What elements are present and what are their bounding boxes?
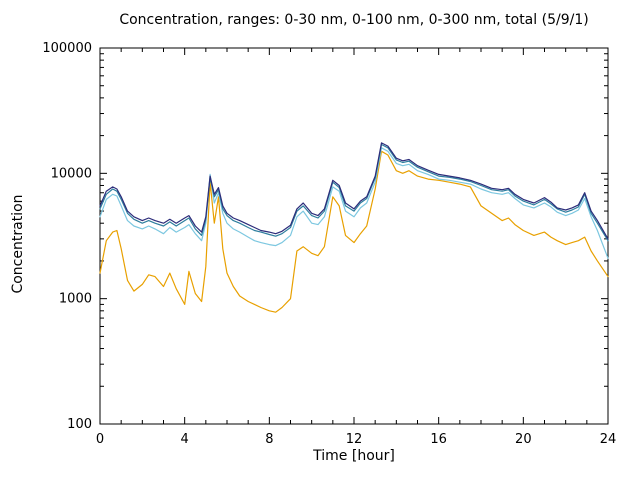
x-axis-label: Time [hour] — [313, 448, 395, 464]
x-tick-label: 12 — [346, 432, 363, 447]
plot-border — [99, 47, 609, 425]
x-tick-label: 16 — [430, 432, 447, 447]
x-tick-label: 4 — [181, 432, 189, 447]
x-tick-label: 20 — [515, 432, 532, 447]
x-tick-label: 8 — [265, 432, 273, 447]
series-line-0-100nm — [99, 147, 609, 259]
y-tick-label: 10000 — [51, 166, 92, 181]
x-tick-label: 24 — [600, 432, 617, 447]
chart-title: Concentration, ranges: 0-30 nm, 0-100 nm… — [119, 12, 589, 28]
series-line-total — [99, 142, 609, 240]
series-line-0-30nm — [99, 150, 609, 313]
y-tick-label: 100 — [67, 417, 92, 432]
x-tick-label: 0 — [96, 432, 104, 447]
series-line-0-300nm — [99, 143, 609, 242]
y-tick-label: 1000 — [59, 292, 92, 307]
y-tick-label: 100000 — [42, 41, 92, 56]
